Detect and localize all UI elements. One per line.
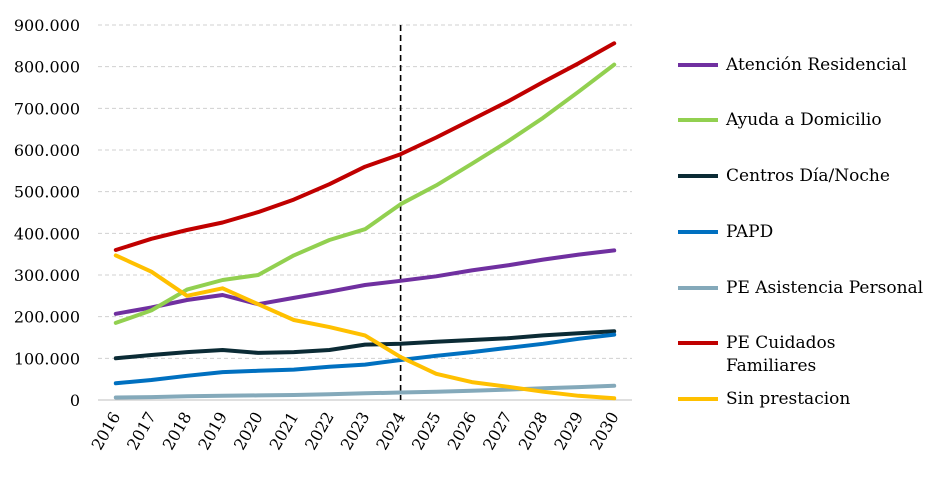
y-tick-label: 200.000 bbox=[14, 308, 80, 327]
legend-swatch bbox=[678, 174, 718, 178]
x-tick-label: 2026 bbox=[443, 409, 480, 454]
legend-swatch bbox=[678, 63, 718, 67]
x-tick-label: 2027 bbox=[479, 409, 516, 454]
legend-item: Sin prestacion bbox=[678, 388, 850, 411]
y-axis-tick-labels: 0 100.000 200.000 300.000 400.000 500.000 600.… bbox=[14, 16, 80, 410]
legend-label: PE Cuidados Familiares bbox=[726, 333, 836, 376]
series-line-sin-prestacion bbox=[113, 253, 617, 401]
legend-swatch bbox=[678, 341, 718, 345]
legend-label: Centros Día/Noche bbox=[726, 166, 890, 186]
legend-item: Atención Residencial bbox=[678, 54, 907, 77]
legend-item: PE Cuidados Familiares bbox=[678, 332, 876, 378]
y-tick-label: 0 bbox=[70, 391, 80, 410]
x-tick-label: 2023 bbox=[337, 409, 374, 454]
x-tick-label: 2019 bbox=[194, 409, 231, 454]
y-tick-label: 700.000 bbox=[14, 99, 80, 118]
legend-label: Ayuda a Domicilio bbox=[726, 110, 882, 130]
x-tick-label: 2028 bbox=[515, 409, 552, 454]
y-tick-label: 300.000 bbox=[14, 266, 80, 285]
x-tick-label: 2021 bbox=[265, 409, 302, 454]
x-tick-label: 2024 bbox=[372, 409, 409, 454]
legend-label: Sin prestacion bbox=[726, 389, 851, 409]
legend-item: Centros Día/Noche bbox=[678, 165, 890, 188]
y-tick-label: 500.000 bbox=[14, 183, 80, 202]
x-tick-label: 2025 bbox=[408, 409, 445, 454]
series-lines bbox=[113, 41, 617, 401]
legend-item: PAPD bbox=[678, 221, 773, 244]
x-tick-label: 2016 bbox=[87, 409, 124, 454]
x-tick-label: 2029 bbox=[550, 409, 587, 454]
legend-item: Ayuda a Domicilio bbox=[678, 109, 882, 132]
series-line-centros-d-a-noche bbox=[113, 329, 617, 361]
y-tick-label: 600.000 bbox=[14, 141, 80, 160]
y-tick-label: 100.000 bbox=[14, 349, 80, 368]
legend-label: Atención Residencial bbox=[726, 55, 907, 75]
series-line-atenci-n-residencial bbox=[113, 248, 617, 316]
x-tick-label: 2020 bbox=[230, 409, 267, 454]
y-tick-label: 800.000 bbox=[14, 58, 80, 77]
legend-item: PE Asistencia Personal bbox=[678, 277, 923, 300]
legend-swatch bbox=[678, 230, 718, 234]
x-tick-label: 2030 bbox=[586, 409, 623, 454]
legend-swatch bbox=[678, 118, 718, 122]
series-line-ayuda-a-domicilio bbox=[113, 62, 617, 325]
gridlines bbox=[98, 24, 632, 401]
x-tick-label: 2018 bbox=[159, 409, 196, 454]
legend-label: PAPD bbox=[726, 222, 774, 242]
series-line-pe-cuidados-familiares bbox=[113, 41, 617, 252]
x-tick-label: 2017 bbox=[123, 409, 160, 454]
legend-label: PE Asistencia Personal bbox=[726, 278, 924, 298]
x-tick-label: 2022 bbox=[301, 409, 338, 454]
series-line-papd bbox=[113, 332, 617, 386]
x-axis-tick-labels: 2016201720182019202020212022202320242025… bbox=[87, 409, 622, 454]
y-tick-label: 900.000 bbox=[14, 16, 80, 35]
y-tick-label: 400.000 bbox=[14, 224, 80, 243]
legend-swatch bbox=[678, 397, 718, 401]
legend-swatch bbox=[678, 286, 718, 290]
